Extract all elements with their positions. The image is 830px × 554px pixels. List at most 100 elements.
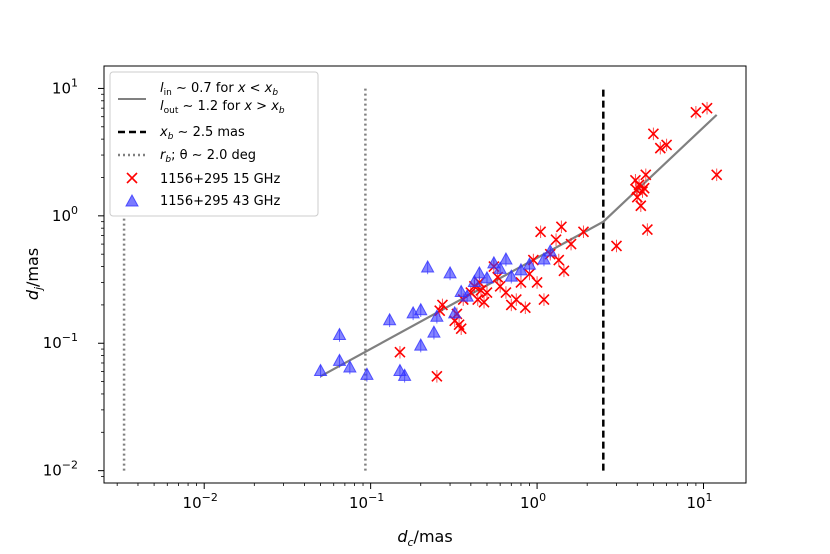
x-stroke-b bbox=[472, 294, 484, 306]
x-stroke-b bbox=[515, 276, 527, 289]
x-marker-15ghz bbox=[535, 226, 547, 238]
x-stroke-b bbox=[550, 234, 562, 246]
legend: lin ∼ 0.7 for x < xb lout ∼ 1.2 for x > … bbox=[109, 71, 319, 217]
y-tick-label: 10−1 bbox=[43, 331, 78, 352]
x-marker-15ghz bbox=[515, 276, 527, 289]
y-axis-ticks: 10−2 10−1 100 101 bbox=[43, 76, 104, 480]
triangle-marker-43ghz bbox=[313, 363, 328, 377]
x-marker-15ghz bbox=[478, 296, 490, 308]
x-axis-label: dc/mas bbox=[397, 527, 452, 549]
x-stroke-b bbox=[553, 254, 565, 266]
x-marker-15ghz bbox=[394, 346, 406, 358]
triangle-marker-43ghz bbox=[430, 309, 444, 322]
legend-fit-line-label-2: lout ∼ 1.2 for x > xb bbox=[160, 99, 285, 116]
x-marker-15ghz bbox=[510, 294, 522, 306]
triangle-marker-43ghz bbox=[472, 265, 487, 279]
x-stroke-b bbox=[535, 226, 547, 238]
x-stroke-b bbox=[654, 142, 666, 154]
x-stroke-b bbox=[661, 139, 673, 151]
triangle-marker-43ghz bbox=[332, 353, 347, 366]
x-stroke-b bbox=[640, 169, 652, 181]
x-stroke-b bbox=[558, 265, 570, 277]
x-stroke-b bbox=[500, 286, 512, 299]
x-stroke-b bbox=[394, 346, 406, 358]
x-marker-15ghz bbox=[638, 182, 650, 194]
x-marker-15ghz bbox=[641, 224, 653, 236]
triangle-marker-43ghz bbox=[360, 367, 374, 380]
triangle-marker-43ghz bbox=[493, 261, 507, 274]
x-stroke-b bbox=[635, 200, 647, 212]
x-marker-15ghz bbox=[519, 302, 531, 314]
x-stroke-b bbox=[478, 296, 490, 308]
x-stroke-b bbox=[455, 323, 467, 335]
x-marker-15ghz bbox=[636, 186, 649, 198]
legend-series-1-label: 1156+295 15 GHz bbox=[160, 172, 280, 187]
x-axis-ticks: 10−2 10−1 100 101 bbox=[116, 483, 713, 512]
x-marker-15ghz bbox=[481, 286, 493, 299]
triangle-marker-43ghz bbox=[543, 243, 558, 257]
x-stroke-b bbox=[519, 302, 531, 314]
x-stroke-b bbox=[701, 102, 713, 114]
x-stroke-b bbox=[510, 294, 522, 306]
triangle-marker-43ghz bbox=[447, 305, 462, 319]
triangle-marker-43ghz bbox=[522, 257, 537, 270]
x-marker-15ghz bbox=[661, 139, 673, 151]
legend-fit-line-label-1: lin ∼ 0.7 for x < xb bbox=[160, 81, 278, 98]
legend-x-marker bbox=[126, 172, 138, 184]
x-marker-15ghz bbox=[654, 142, 666, 154]
x-tick-label: 10−2 bbox=[183, 491, 218, 512]
triangle-marker-43ghz bbox=[487, 255, 501, 269]
x-stroke-b bbox=[633, 179, 645, 191]
x-stroke-b bbox=[431, 370, 443, 382]
fit-line bbox=[320, 114, 718, 378]
x-stroke-b bbox=[565, 238, 577, 250]
x-marker-15ghz bbox=[647, 128, 659, 140]
triangle-marker-43ghz bbox=[467, 274, 482, 287]
x-stroke-b bbox=[453, 319, 465, 331]
x-stroke-b bbox=[610, 240, 623, 252]
x-tick-label: 100 bbox=[520, 491, 546, 512]
x-marker-15ghz bbox=[472, 294, 484, 306]
x-marker-15ghz bbox=[475, 284, 487, 296]
y-tick-label: 100 bbox=[52, 204, 78, 225]
x-stroke-b bbox=[641, 224, 653, 236]
legend-dotted-label: rb; θ ∼ 2.0 deg bbox=[160, 148, 256, 165]
x-marker-15ghz bbox=[577, 226, 590, 238]
x-marker-15ghz bbox=[553, 254, 565, 266]
x-marker-15ghz bbox=[538, 294, 550, 306]
x-marker-15ghz bbox=[610, 240, 623, 252]
x-marker-15ghz bbox=[555, 221, 567, 233]
triangle-marker-43ghz bbox=[343, 359, 357, 373]
vertical-lines bbox=[122, 88, 605, 471]
x-stroke-b bbox=[636, 186, 649, 198]
triangle-marker-43ghz bbox=[332, 327, 347, 341]
x-stroke-b bbox=[523, 268, 536, 280]
x-marker-15ghz bbox=[500, 286, 512, 299]
legend-box bbox=[109, 71, 319, 217]
y-tick-label: 10−2 bbox=[43, 459, 78, 480]
triangle-marker-43ghz bbox=[454, 284, 469, 298]
triangle-marker-43ghz bbox=[413, 338, 428, 351]
x-marker-15ghz bbox=[635, 200, 647, 212]
x-marker-15ghz bbox=[640, 169, 652, 181]
x-tick-label: 10−1 bbox=[349, 491, 384, 512]
triangle-marker-43ghz bbox=[413, 302, 428, 316]
triangle-marker-43ghz bbox=[427, 325, 441, 338]
x-stroke-b bbox=[538, 294, 550, 306]
y-axis-label: dj/mas bbox=[23, 248, 45, 300]
x-marker-15ghz bbox=[436, 299, 449, 311]
legend-dashed-label: xb ∼ 2.5 mas bbox=[159, 125, 245, 142]
x-tick-label: 101 bbox=[686, 491, 712, 512]
triangle-marker-43ghz bbox=[420, 259, 435, 273]
x-marker-15ghz bbox=[711, 169, 723, 181]
x-stroke-b bbox=[577, 226, 590, 238]
triangle-marker-43ghz bbox=[480, 270, 494, 284]
triangle-marker-43ghz bbox=[499, 251, 513, 265]
x-marker-15ghz bbox=[690, 106, 702, 118]
y-tick-label: 101 bbox=[52, 76, 78, 97]
triangle-marker-43ghz bbox=[460, 289, 474, 302]
x-stroke-b bbox=[638, 182, 650, 194]
triangle-marker-43ghz bbox=[397, 368, 412, 381]
legend-series-2-label: 1156+295 43 GHz bbox=[160, 194, 280, 209]
